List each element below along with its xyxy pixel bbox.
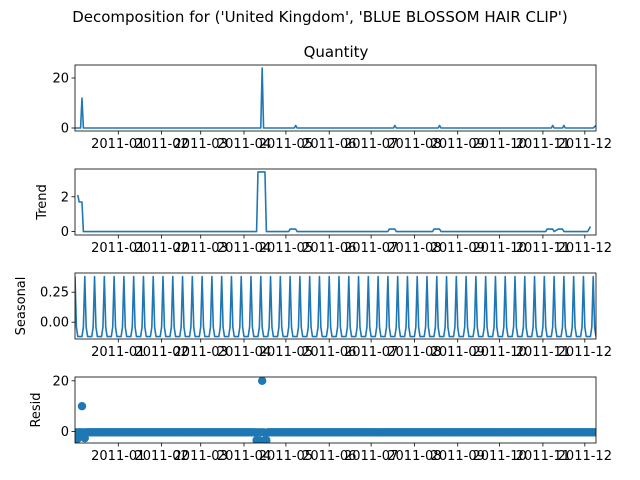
ytick-label: 20 bbox=[52, 374, 69, 389]
xtick-label: 2011-09 bbox=[431, 345, 485, 360]
xtick-label: 2011-01 bbox=[91, 241, 145, 256]
xtick-label: 2011-09 bbox=[431, 449, 485, 464]
xtick-label: 2011-10 bbox=[472, 137, 526, 152]
xtick-label: 2011-10 bbox=[472, 241, 526, 256]
resid-point bbox=[262, 436, 271, 443]
xtick-label: 2011-10 bbox=[472, 345, 526, 360]
xtick-label: 2011-11 bbox=[516, 449, 570, 464]
seasonal-panel: Seasonal 0.250.00 2011-012011-022011-032… bbox=[14, 272, 612, 360]
xtick-label: 2011-05 bbox=[259, 241, 313, 256]
ytick-label: 0 bbox=[61, 122, 69, 137]
xtick-label: 2011-12 bbox=[558, 449, 612, 464]
resid-panel: Resid 020 2011-012011-022011-032011-0420… bbox=[29, 374, 612, 464]
seasonal-line bbox=[75, 275, 596, 338]
xtick-label: 2011-09 bbox=[431, 137, 485, 152]
xtick-label: 2011-07 bbox=[344, 137, 398, 152]
xtick-label: 2011-12 bbox=[558, 241, 612, 256]
xtick-label: 2011-03 bbox=[174, 241, 228, 256]
xtick-label: 2011-04 bbox=[217, 241, 271, 256]
series-line bbox=[75, 67, 596, 129]
resid-panel-frame bbox=[74, 376, 597, 444]
xtick-label: 2011-12 bbox=[558, 345, 612, 360]
xtick-label: 2011-02 bbox=[134, 137, 188, 152]
xtick-label: 2011-05 bbox=[259, 137, 313, 152]
xtick-label: 2011-03 bbox=[174, 137, 228, 152]
xtick-label: 2011-06 bbox=[302, 137, 356, 152]
resid-point bbox=[77, 401, 87, 411]
xtick-label: 2011-08 bbox=[387, 137, 441, 152]
xtick-label: 2011-02 bbox=[134, 345, 188, 360]
xtick-label: 2011-11 bbox=[516, 137, 570, 152]
ytick-label: 0 bbox=[61, 425, 69, 440]
xtick-label: 2011-01 bbox=[91, 137, 145, 152]
xtick-label: 2011-10 bbox=[472, 449, 526, 464]
trend-panel: Trend 02 2011-012011-022011-032011-04201… bbox=[35, 168, 612, 256]
ytick-label: 0 bbox=[61, 225, 69, 240]
xtick-label: 2011-05 bbox=[259, 449, 313, 464]
xtick-label: 2011-02 bbox=[134, 241, 188, 256]
resid-point bbox=[591, 428, 596, 437]
xtick-label: 2011-07 bbox=[344, 449, 398, 464]
resid-point bbox=[257, 377, 267, 386]
xtick-label: 2011-03 bbox=[174, 345, 228, 360]
series-line bbox=[77, 171, 592, 233]
xtick-label: 2011-06 bbox=[302, 449, 356, 464]
xtick-label: 2011-03 bbox=[174, 449, 228, 464]
figure-suptitle: Decomposition for ('United Kingdom', 'BL… bbox=[72, 8, 568, 26]
xtick-label: 2011-04 bbox=[217, 345, 271, 360]
xtick-label: 2011-07 bbox=[344, 241, 398, 256]
quantity-panel-title: Quantity bbox=[304, 43, 369, 61]
trend-panel-frame bbox=[74, 168, 597, 236]
seasonal-ylabel: Seasonal bbox=[14, 277, 29, 336]
xtick-label: 2011-11 bbox=[516, 241, 570, 256]
xtick-label: 2011-11 bbox=[516, 345, 570, 360]
resid-point bbox=[75, 434, 82, 443]
xtick-label: 2011-08 bbox=[387, 345, 441, 360]
quantity-panel-frame bbox=[74, 64, 597, 132]
trend-ylabel: Trend bbox=[35, 184, 50, 221]
ytick-label: 0.00 bbox=[40, 316, 69, 331]
xtick-label: 2011-04 bbox=[217, 137, 271, 152]
xtick-label: 2011-05 bbox=[259, 345, 313, 360]
quantity-panel: Quantity 020 2011-012011-022011-032011-0… bbox=[52, 43, 612, 152]
xtick-label: 2011-02 bbox=[134, 449, 188, 464]
xtick-label: 2011-06 bbox=[302, 345, 356, 360]
xtick-label: 2011-12 bbox=[558, 137, 612, 152]
xtick-label: 2011-04 bbox=[217, 449, 271, 464]
xtick-label: 2011-09 bbox=[431, 241, 485, 256]
ytick-label: 2 bbox=[61, 190, 69, 205]
seasonal-panel-frame bbox=[74, 272, 597, 340]
xtick-label: 2011-07 bbox=[344, 345, 398, 360]
xtick-label: 2011-01 bbox=[91, 449, 145, 464]
ytick-label: 0.25 bbox=[40, 286, 69, 301]
ytick-label: 20 bbox=[52, 72, 69, 87]
xtick-label: 2011-01 bbox=[91, 345, 145, 360]
xtick-label: 2011-06 bbox=[302, 241, 356, 256]
xtick-label: 2011-08 bbox=[387, 449, 441, 464]
xtick-label: 2011-08 bbox=[387, 241, 441, 256]
resid-ylabel: Resid bbox=[29, 392, 44, 427]
